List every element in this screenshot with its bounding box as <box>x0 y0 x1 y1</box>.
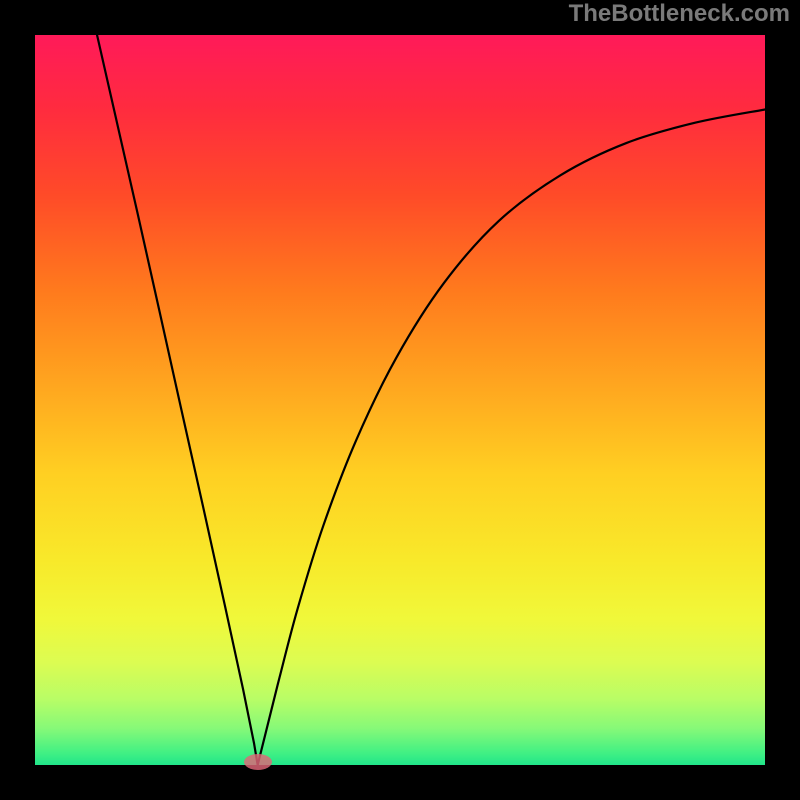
minimum-marker <box>244 754 272 770</box>
chart-container: TheBottleneck.com <box>0 0 800 800</box>
watermark-text: TheBottleneck.com <box>569 0 790 28</box>
plot-area <box>35 35 765 765</box>
bottleneck-curve <box>35 35 765 765</box>
